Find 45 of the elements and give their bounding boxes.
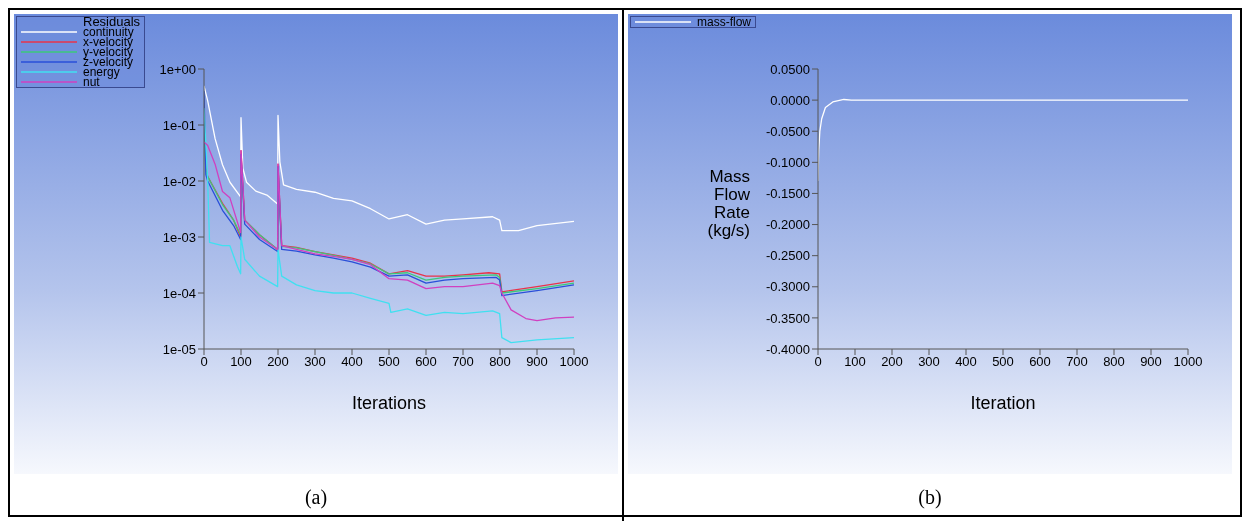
x-tick-label: 200 (881, 354, 903, 370)
y-tick-label: -0.1500 (765, 186, 810, 202)
text: (b) (917, 486, 943, 509)
y-tick-label: 1e+00 (159, 61, 196, 77)
x-tick-label: 800 (489, 354, 511, 370)
x-tick-label: 1000 (1173, 354, 1203, 370)
x-tick-label: 600 (1029, 354, 1051, 370)
y-tick-label: -0.2000 (765, 217, 810, 233)
x-axis-title: Iterations (351, 393, 427, 413)
x-tick-label: 700 (452, 354, 474, 370)
x-tick-label: 400 (341, 354, 363, 370)
x-tick-label: 600 (415, 354, 437, 370)
x-axis-title: Iteration (970, 393, 1036, 413)
y-tick-label: -0.0500 (765, 123, 810, 139)
x-tick-label: 200 (267, 354, 289, 370)
x-tick-label: 800 (1103, 354, 1125, 370)
x-tick-label: 500 (378, 354, 400, 370)
y-tick-label: 0.0000 (770, 92, 810, 108)
x-tick-label: 900 (1140, 354, 1162, 370)
x-tick-label: 700 (1066, 354, 1088, 370)
y-tick-label: 1e-03 (162, 229, 196, 245)
text: (a) (303, 486, 329, 509)
y-tick-label: 1e-05 (162, 341, 196, 357)
y-tick-label: -0.2500 (765, 248, 810, 264)
x-tick-label: 300 (304, 354, 326, 370)
x-tick-label: 900 (526, 354, 548, 370)
x-tick-label: 1000 (559, 354, 589, 370)
x-tick-label: 0 (200, 354, 208, 370)
y-tick-label: -0.4000 (765, 341, 810, 357)
y-tick-label: 0.0500 (770, 61, 810, 77)
y-tick-label: 1e-04 (162, 285, 196, 301)
line-series (204, 141, 574, 322)
y-tick-label: 1e-02 (162, 173, 196, 189)
legend-label: mass-flow (696, 15, 752, 29)
x-tick-label: 0 (814, 354, 822, 370)
x-tick-label: 100 (230, 354, 252, 370)
x-tick-label: 300 (918, 354, 940, 370)
y-axis-title: Mass Flow Rate (kg/s) (707, 167, 751, 240)
x-tick-label: 400 (955, 354, 977, 370)
y-tick-label: -0.1000 (765, 154, 810, 170)
y-tick-label: -0.3000 (765, 279, 810, 295)
y-tick-label: 1e-01 (162, 117, 196, 133)
x-tick-label: 500 (992, 354, 1014, 370)
y-tick-label: -0.3500 (765, 310, 810, 326)
x-tick-label: 100 (844, 354, 866, 370)
